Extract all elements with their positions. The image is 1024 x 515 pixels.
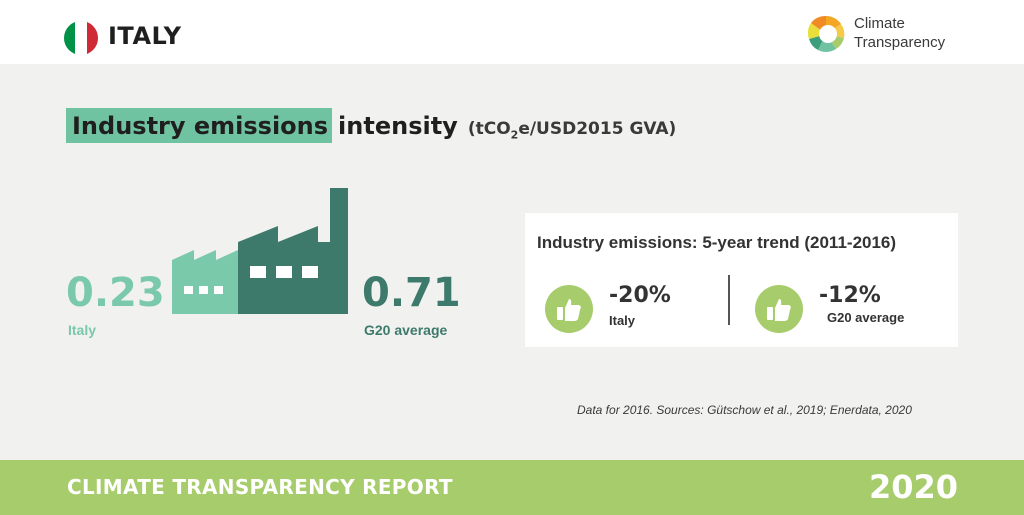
- thumbs-up-icon: [545, 285, 593, 333]
- italy-trend-value: -20%: [609, 283, 671, 308]
- climate-transparency-logo: Climate Transparency: [806, 10, 966, 58]
- trend-panel: Industry emissions: 5-year trend (2011-2…: [525, 213, 958, 347]
- divider: [728, 275, 730, 325]
- footer: CLIMATE TRANSPARENCY REPORT 2020: [0, 460, 1024, 515]
- header: ITALY Climate Transparency: [0, 0, 1024, 64]
- g20-trend-value: -12%: [819, 283, 881, 308]
- footer-title: CLIMATE TRANSPARENCY REPORT: [67, 475, 453, 499]
- footer-year: 2020: [868, 468, 958, 506]
- title-unit: (tCO2e/USD2015 GVA): [467, 119, 677, 142]
- g20-trend-label: G20 average: [827, 310, 905, 325]
- indicator-title: Industry emissions intensity (tCO2e/USD2…: [66, 108, 677, 143]
- trend-title: Industry emissions: 5-year trend (2011-2…: [537, 233, 897, 252]
- title-highlight: Industry emissions: [66, 108, 333, 143]
- italy-trend-label: Italy: [609, 313, 636, 328]
- g20-label: G20 average: [364, 322, 448, 338]
- italy-label: Italy: [68, 322, 97, 338]
- logo-line2: Transparency: [854, 34, 946, 51]
- factory-icon: [172, 188, 348, 314]
- source-note: Data for 2016. Sources: Gütschow et al.,…: [577, 403, 912, 417]
- italy-value: 0.23: [66, 270, 165, 316]
- title-rest: intensity: [338, 112, 458, 140]
- g20-value: 0.71: [362, 270, 461, 316]
- italy-flag-icon: [64, 21, 98, 55]
- logo-line1: Climate: [854, 15, 905, 32]
- logo-mark-icon: [807, 15, 845, 52]
- thumbs-up-icon: [755, 285, 803, 333]
- country-name: ITALY: [108, 22, 182, 50]
